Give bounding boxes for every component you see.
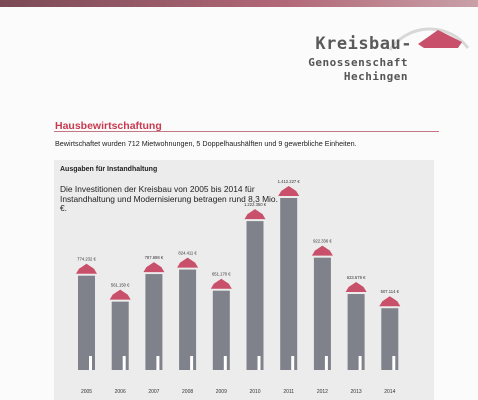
tick-label-2009: 2009 bbox=[216, 389, 227, 395]
tick-label-2012: 2012 bbox=[317, 389, 328, 395]
logo-line-1: Kreisbau- bbox=[315, 34, 412, 54]
bar-2010 bbox=[246, 221, 264, 370]
tick-label-2014: 2014 bbox=[384, 389, 395, 395]
bar-door-2011 bbox=[291, 356, 295, 370]
value-label-2012: 922.336 € bbox=[313, 239, 332, 244]
bar-2006 bbox=[111, 301, 129, 370]
tick-label-2006: 2006 bbox=[115, 389, 126, 395]
value-label-2009: 651.170 € bbox=[212, 272, 231, 277]
roof-2011 bbox=[278, 186, 300, 196]
roof-2010 bbox=[244, 209, 266, 220]
tick-label-2007: 2007 bbox=[148, 389, 159, 395]
tick-label-2005: 2005 bbox=[81, 389, 92, 395]
bar-2013 bbox=[347, 294, 365, 370]
bar-door-2007 bbox=[156, 356, 160, 370]
bar-door-2012 bbox=[324, 356, 328, 370]
value-label-2007: 787.698 € bbox=[145, 255, 164, 260]
roof-2013 bbox=[345, 282, 367, 293]
value-label-2010: 1.222.350 € bbox=[244, 202, 267, 207]
bar-2014 bbox=[381, 308, 399, 370]
logo-line-2: Genossenschaft bbox=[308, 56, 408, 69]
bar-2007 bbox=[145, 274, 163, 370]
value-label-2006: 561.150 € bbox=[111, 283, 130, 288]
bar-2005 bbox=[78, 275, 95, 370]
roof-2012 bbox=[311, 245, 333, 256]
section-title: Hausbewirtschaftung bbox=[55, 120, 162, 132]
roof-2009 bbox=[210, 278, 232, 289]
bar-door-2009 bbox=[223, 356, 227, 370]
roof-2008 bbox=[177, 257, 199, 268]
value-label-2008: 824.411 € bbox=[178, 251, 197, 256]
bar-door-2008 bbox=[190, 356, 194, 370]
tick-label-2013: 2013 bbox=[351, 389, 362, 395]
bar-2011 bbox=[280, 198, 298, 370]
bar-door-2014 bbox=[392, 356, 396, 370]
logo-roof-icon bbox=[388, 27, 470, 51]
section-divider bbox=[54, 131, 439, 132]
roof-2014 bbox=[379, 296, 401, 307]
value-label-2005: 774.232 € bbox=[77, 257, 96, 262]
top-color-band bbox=[0, 0, 478, 7]
value-label-2011: 1.412.227 € bbox=[278, 179, 301, 184]
tick-label-2011: 2011 bbox=[283, 389, 294, 395]
bar-door-2006 bbox=[122, 356, 126, 370]
bar-door-2005 bbox=[89, 356, 92, 370]
logo-line-3: Hechingen bbox=[343, 70, 408, 83]
roof-2007 bbox=[143, 262, 165, 273]
tick-label-2010: 2010 bbox=[249, 389, 260, 395]
chart-description: Die Investitionen der Kreisbau von 2005 … bbox=[60, 184, 278, 213]
bar-2009 bbox=[212, 290, 230, 370]
value-label-2013: 623.679 € bbox=[347, 275, 366, 280]
bar-door-2010 bbox=[257, 356, 261, 370]
bar-door-2013 bbox=[358, 356, 362, 370]
value-label-2014: 507.114 € bbox=[381, 289, 400, 294]
company-logo: Kreisbau- Genossenschaft Hechingen bbox=[308, 20, 470, 115]
roof-2006 bbox=[109, 289, 131, 300]
roof-2005 bbox=[76, 263, 97, 274]
bar-2008 bbox=[179, 269, 197, 370]
intro-text: Bewirtschaftet wurden 712 Mietwohnungen,… bbox=[55, 139, 357, 148]
chart-title: Ausgaben für Instandhaltung bbox=[60, 166, 158, 173]
tick-label-2008: 2008 bbox=[182, 389, 193, 395]
bar-2012 bbox=[313, 257, 331, 370]
